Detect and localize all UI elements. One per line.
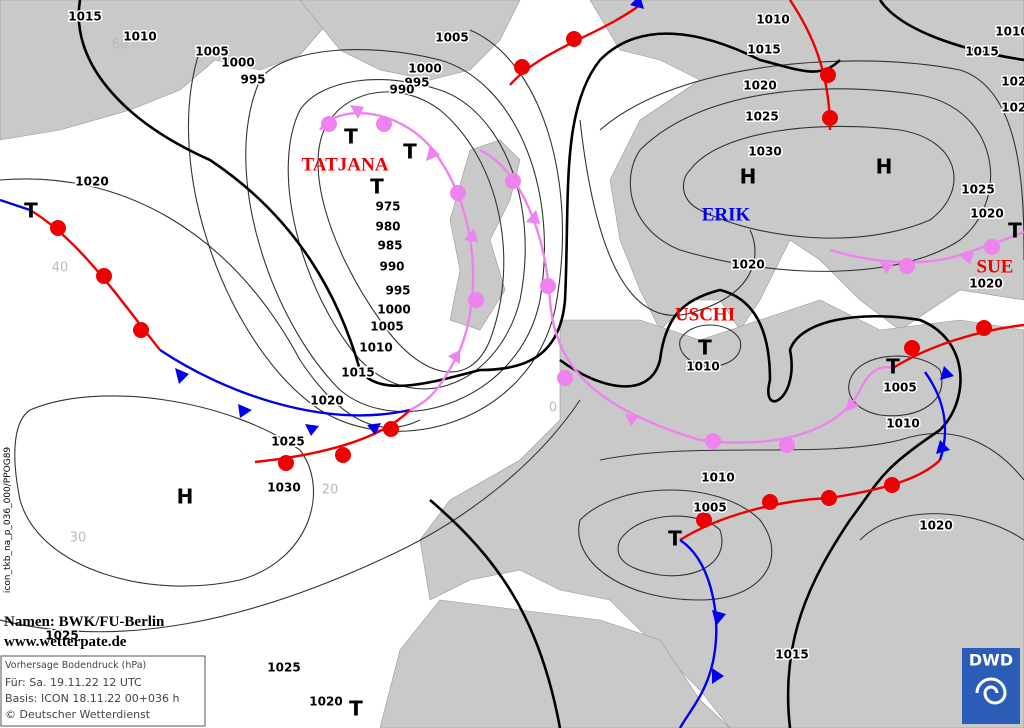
latitude-labels: 60 40 30 20 0	[52, 38, 557, 546]
latitude-label: 0	[549, 401, 557, 416]
isobar-label: 1020	[75, 175, 108, 189]
pressure-system: T	[668, 527, 682, 551]
isobar-label: 1010	[701, 471, 734, 485]
isobar-label: 1030	[748, 145, 781, 159]
pressure-system: T	[698, 336, 712, 360]
isobar-label: 1010	[359, 341, 392, 355]
isobar-label: 1015	[747, 43, 780, 57]
system-names: TATJANA ERIK USCHI SUE	[302, 154, 1014, 325]
isobar-label: 1005	[435, 31, 468, 45]
info-lines: Vorhersage Bodendruck (hPa) Für: Sa. 19.…	[5, 660, 180, 721]
pressure-system: H	[876, 155, 893, 179]
isobar-label: 1015	[341, 366, 374, 380]
pressure-system: T	[886, 355, 900, 379]
isobar-label: 1025	[271, 435, 304, 449]
isobar-label: 1025	[961, 183, 994, 197]
isobar-label: 1010	[686, 360, 719, 374]
pressure-system: T	[24, 199, 38, 223]
pressure-system: T	[403, 140, 417, 164]
isobar-label: 1020	[919, 519, 952, 533]
isobar-label: 985	[377, 239, 402, 253]
isobar-label: 1030	[267, 481, 300, 495]
isobar-label: 1025	[267, 661, 300, 675]
isobar-label: 1005	[693, 501, 726, 515]
isobar-label: 1010	[886, 417, 919, 431]
latitude-label: 40	[52, 261, 69, 276]
credit-website: www.wetterpate.de	[4, 634, 127, 650]
isobar-labels: 1015101010051000995100099599010051010101…	[44, 8, 1024, 710]
system-name: ERIK	[702, 204, 751, 225]
pressure-system: H	[177, 485, 194, 509]
isobar-label: 1020	[969, 277, 1002, 291]
isobar-label: 980	[375, 220, 400, 234]
dwd-logo-swirl	[975, 677, 1007, 705]
isobar-label: 1020	[1001, 75, 1024, 89]
latitude-label: 30	[70, 531, 87, 546]
isobar-label: 1005	[195, 45, 228, 59]
isobar-label: 1005	[370, 320, 403, 334]
info-line: Vorhersage Bodendruck (hPa)	[5, 660, 146, 671]
info-box	[0, 655, 206, 727]
isobar-label: 1020	[970, 207, 1003, 221]
isobar-label: 1010	[756, 13, 789, 27]
info-line: © Deutscher Wetterdienst	[5, 708, 151, 721]
system-name: USCHI	[675, 304, 735, 325]
latitude-label: 60	[112, 38, 129, 53]
isobar-label: 1000	[377, 303, 410, 317]
isobar-label: 1010	[123, 30, 156, 44]
isobar-label: 990	[389, 83, 414, 97]
info-line: Für: Sa. 19.11.22 12 UTC	[5, 676, 142, 689]
isobar-label: 1020	[743, 79, 776, 93]
isobar-label: 995	[404, 76, 429, 90]
pressure-system: T	[349, 697, 363, 721]
system-name: SUE	[977, 256, 1014, 277]
isobar-label: 1025	[45, 629, 78, 643]
isobar-label: 1000	[408, 62, 441, 76]
isobar-label: 1020	[310, 394, 343, 408]
isobar-label: 1010	[995, 25, 1024, 39]
isobar-label: 1025	[1001, 101, 1024, 115]
pressure-system: H	[740, 165, 757, 189]
isobar-label: 1020	[731, 258, 764, 272]
isobar-label: 1015	[965, 45, 998, 59]
isobar-label: 995	[240, 73, 265, 87]
isobar-label: 1000	[221, 56, 254, 70]
latitude-label: 20	[322, 483, 339, 498]
isobar-label: 1005	[883, 381, 916, 395]
isobar-label: 1015	[68, 10, 101, 24]
isobar-label: 990	[379, 260, 404, 274]
isobar-label: 1015	[775, 648, 808, 662]
pressure-system: T	[1008, 219, 1022, 243]
credit-names: Namen: BWK/FU-Berlin	[4, 614, 165, 630]
isobar-label: 1020	[309, 695, 342, 709]
system-name: TATJANA	[302, 154, 389, 175]
dwd-logo-text: DWD	[969, 651, 1013, 670]
isobar-label: 995	[385, 284, 410, 298]
pressure-system: T	[344, 125, 358, 149]
pressure-system: T	[370, 175, 384, 199]
info-line: Basis: ICON 18.11.22 00+036 h	[5, 692, 180, 705]
product-id: icon_tkb_na_p_036_000/PPOG89	[3, 447, 13, 594]
isobar-label: 1025	[745, 110, 778, 124]
isobar-label: 975	[375, 200, 400, 214]
